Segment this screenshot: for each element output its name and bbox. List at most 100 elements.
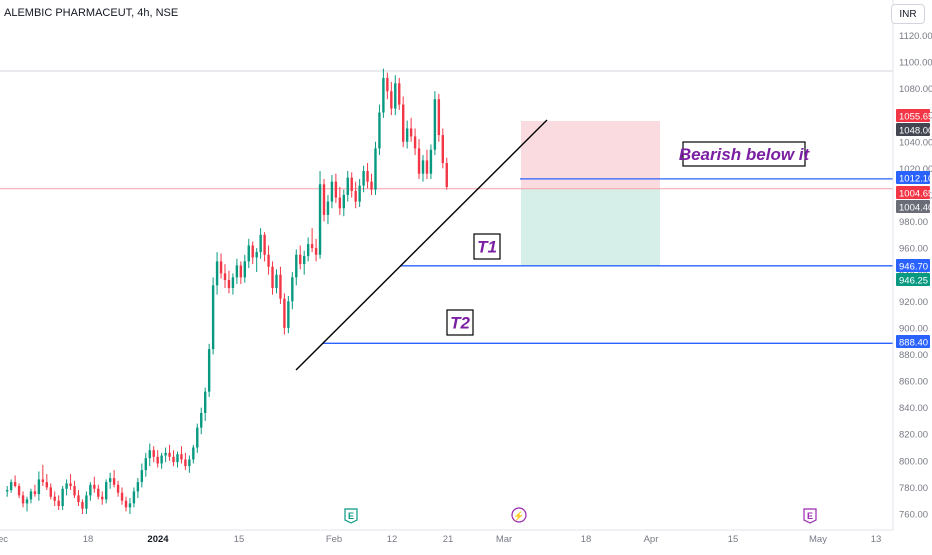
candle-body bbox=[346, 177, 349, 195]
candle-body bbox=[263, 234, 266, 255]
y-tick-label: 1040.00 bbox=[899, 137, 932, 148]
stop-loss-zone[interactable] bbox=[521, 120, 660, 189]
candle-body bbox=[152, 450, 155, 457]
candle-body bbox=[405, 128, 409, 142]
price-tag-bg bbox=[896, 200, 930, 213]
earnings-event-icon-label: E bbox=[807, 511, 813, 521]
candle-body bbox=[180, 454, 183, 460]
x-tick-label: 15 bbox=[234, 534, 245, 545]
candle-body bbox=[192, 447, 195, 460]
candle-body bbox=[235, 265, 239, 278]
candle-body bbox=[207, 349, 211, 392]
candle-body bbox=[148, 450, 151, 459]
annotation-t2-box[interactable] bbox=[446, 309, 474, 336]
price-tag-bg bbox=[896, 171, 930, 184]
annotation-t1-box[interactable] bbox=[473, 233, 501, 260]
x-tick-label: 12 bbox=[387, 534, 398, 545]
annotation-bearish-below-box[interactable] bbox=[682, 141, 806, 167]
candle-body bbox=[267, 254, 270, 267]
candle-body bbox=[318, 184, 322, 255]
price-tag-bg bbox=[896, 123, 930, 136]
candle-body bbox=[89, 484, 92, 496]
candle-body bbox=[314, 248, 318, 255]
candle-body bbox=[322, 184, 326, 215]
candle-body bbox=[140, 470, 144, 483]
annotation-bearish-below[interactable]: Bearish below it bbox=[679, 145, 811, 164]
candle-body bbox=[108, 478, 112, 483]
y-tick-label: 1020.00 bbox=[899, 164, 932, 175]
trendline[interactable] bbox=[295, 119, 548, 371]
price-tag-label: 1055.65 bbox=[899, 112, 932, 123]
candle-body bbox=[279, 274, 282, 299]
candle-body bbox=[105, 482, 108, 500]
annotation-t1[interactable]: T1 bbox=[477, 238, 497, 257]
candle-body bbox=[156, 456, 159, 464]
x-tick-label: ec bbox=[0, 534, 8, 545]
candle-body bbox=[112, 478, 116, 485]
candle-body bbox=[85, 495, 88, 509]
candle-body bbox=[425, 160, 429, 174]
candle-body bbox=[41, 479, 45, 483]
price-tag-label: 946.25 bbox=[899, 276, 928, 287]
candle-body bbox=[251, 245, 254, 258]
candle-body bbox=[358, 185, 361, 202]
price-tag-bg bbox=[896, 335, 930, 348]
candle-body bbox=[362, 171, 365, 186]
candle-body bbox=[196, 427, 199, 448]
annotation-t2[interactable]: T2 bbox=[450, 314, 470, 333]
candle-body bbox=[29, 491, 33, 500]
candle-body bbox=[37, 479, 41, 495]
candle-body bbox=[259, 234, 262, 253]
candle-body bbox=[200, 412, 203, 428]
price-tag-label: 1004.40 bbox=[899, 203, 932, 214]
candle-body bbox=[394, 83, 397, 109]
candle-body bbox=[77, 495, 80, 503]
candle-body bbox=[247, 245, 250, 262]
candle-body bbox=[215, 261, 219, 286]
y-tick-label: 760.00 bbox=[899, 510, 928, 521]
candle-body bbox=[69, 483, 72, 487]
x-tick-label: Feb bbox=[326, 534, 342, 545]
candle-body bbox=[184, 459, 187, 467]
price-tag-label: 1004.65 bbox=[899, 189, 932, 200]
earnings-event-icon[interactable] bbox=[803, 508, 817, 524]
candle-body bbox=[172, 456, 175, 463]
price-tag-bg bbox=[896, 259, 930, 272]
candle-body bbox=[61, 488, 64, 507]
candle-body bbox=[57, 500, 60, 507]
candle-body bbox=[239, 265, 243, 278]
candle-body bbox=[73, 486, 76, 496]
candle-body bbox=[417, 148, 421, 174]
candle-body bbox=[33, 491, 37, 495]
candle-body bbox=[25, 499, 29, 504]
profit-target-zone[interactable] bbox=[521, 188, 660, 267]
x-tick-label: 18 bbox=[581, 534, 592, 545]
y-tick-label: 840.00 bbox=[899, 403, 928, 414]
candle-body bbox=[255, 252, 258, 258]
price-tag-label: 946.70 bbox=[899, 262, 928, 273]
candle-body bbox=[283, 298, 286, 328]
candle-body bbox=[374, 148, 377, 190]
candle-body bbox=[409, 128, 413, 137]
candle-body bbox=[9, 482, 13, 491]
y-tick-label: 820.00 bbox=[899, 430, 928, 441]
candle-body bbox=[342, 194, 345, 209]
candle-body bbox=[299, 254, 302, 265]
y-tick-label: 1120.00 bbox=[899, 31, 932, 42]
candle-body bbox=[188, 459, 191, 467]
candle-body bbox=[366, 171, 369, 182]
candle-body bbox=[101, 496, 104, 500]
x-tick-label: 21 bbox=[443, 534, 454, 545]
candle-body bbox=[219, 261, 223, 274]
y-tick-label: 880.00 bbox=[899, 350, 928, 361]
candle-body bbox=[144, 458, 147, 471]
price-tag-label: 1012.10 bbox=[899, 174, 932, 185]
candle-body bbox=[13, 482, 17, 487]
earnings-event-icon[interactable] bbox=[344, 508, 358, 524]
candle-body bbox=[295, 254, 298, 278]
dividend-event-icon[interactable] bbox=[511, 507, 527, 523]
candle-body bbox=[176, 454, 179, 463]
currency-button[interactable]: INR bbox=[891, 4, 925, 24]
